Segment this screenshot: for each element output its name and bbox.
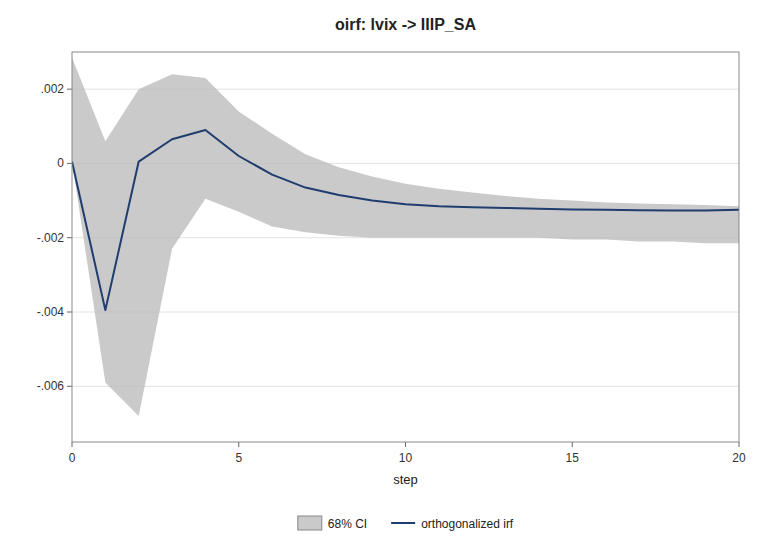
tick-label: -.004 bbox=[37, 305, 65, 319]
tick-mark bbox=[572, 442, 573, 447]
tick-mark bbox=[72, 442, 73, 447]
irf-line bbox=[72, 130, 739, 310]
tick-mark bbox=[67, 312, 72, 313]
tick-mark bbox=[67, 237, 72, 238]
tick-label: -.006 bbox=[37, 379, 65, 393]
axis-label: step bbox=[393, 472, 418, 487]
title: oirf: lvix -> IIIP_SA bbox=[335, 16, 476, 33]
tick-label: 10 bbox=[399, 451, 413, 465]
tick-label: 20 bbox=[732, 451, 746, 465]
ci-band bbox=[72, 58, 739, 416]
plot-frame bbox=[72, 52, 739, 442]
tick-label: -.002 bbox=[37, 231, 65, 245]
tick-label: 0 bbox=[69, 451, 76, 465]
chart: oirf: lvix -> IIIP_SA -.006 -.004 -.002 0 .00… bbox=[0, 0, 761, 546]
tick-mark bbox=[405, 442, 406, 447]
legend: 68% CI orthogonalized irf bbox=[298, 516, 514, 531]
tick-label: 0 bbox=[57, 156, 64, 170]
tick-mark bbox=[67, 163, 72, 164]
tick-label: .002 bbox=[41, 82, 65, 96]
tick-mark bbox=[238, 442, 239, 447]
legend-label: 68% CI bbox=[328, 517, 367, 531]
plot-area bbox=[72, 58, 739, 416]
tick-label: 15 bbox=[566, 451, 580, 465]
legend-item: orthogonalized irf bbox=[391, 517, 514, 531]
x-axis: 0 5 10 15 20 bbox=[69, 442, 746, 465]
grid-line bbox=[72, 312, 739, 313]
grid-line bbox=[72, 386, 739, 387]
page: {"chart_data": {"type": "line", "title":… bbox=[0, 0, 761, 546]
legend-swatch bbox=[391, 522, 415, 524]
tick-mark bbox=[67, 386, 72, 387]
legend-label: orthogonalized irf bbox=[421, 517, 514, 531]
legend-item: 68% CI bbox=[298, 516, 367, 531]
legend-swatch bbox=[298, 516, 322, 530]
tick-mark bbox=[67, 89, 72, 90]
tick-label: 5 bbox=[235, 451, 242, 465]
tick-mark bbox=[739, 442, 740, 447]
